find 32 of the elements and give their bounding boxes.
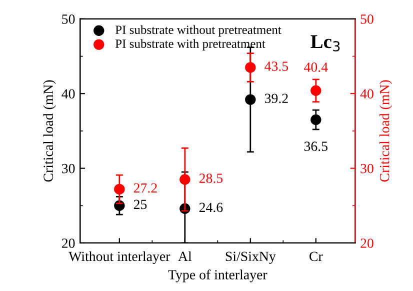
data-label: 27.2 bbox=[134, 183, 157, 193]
y2-tick-label: 30 bbox=[360, 164, 374, 174]
y2-axis-title: Critical load (mN) bbox=[379, 80, 392, 182]
point bbox=[245, 94, 256, 105]
data-label: 40.4 bbox=[304, 62, 328, 72]
annotation: Lc$_{3}$ bbox=[310, 35, 340, 52]
y-axis-title: Critical load (mN) bbox=[43, 80, 56, 182]
x-tick-label: Without interlayer bbox=[68, 251, 170, 264]
y-tick-label: 40 bbox=[62, 89, 75, 99]
y2-tick-label: 40 bbox=[360, 89, 374, 99]
y-tick-label: 30 bbox=[62, 164, 75, 174]
y2-tick-label: 50 bbox=[360, 14, 374, 24]
data-label: 25 bbox=[134, 200, 147, 210]
x-axis-title: Type of interlayer bbox=[168, 270, 268, 282]
x-tick-label: Si/SixNy bbox=[226, 252, 276, 264]
data-label: 28.5 bbox=[199, 174, 223, 184]
x-tick-label: Cr bbox=[310, 252, 323, 262]
point bbox=[180, 174, 190, 185]
y-tick-label: 20 bbox=[62, 238, 75, 248]
point bbox=[245, 62, 256, 73]
y-tick-label: 50 bbox=[62, 14, 75, 24]
data-label: 39.2 bbox=[264, 94, 288, 104]
point bbox=[310, 114, 322, 126]
y2-tick-label: 20 bbox=[360, 238, 374, 248]
legend-label: PI substrate with pretreatment bbox=[115, 39, 266, 50]
data-label: 36.5 bbox=[304, 142, 328, 152]
data-label: 43.5 bbox=[264, 62, 288, 71]
legend-label: PI substrate without pretreatment bbox=[115, 25, 282, 37]
x-tick-label: Al bbox=[178, 251, 192, 261]
point bbox=[310, 85, 322, 96]
data-label: 24.6 bbox=[199, 202, 223, 212]
point bbox=[114, 184, 125, 195]
